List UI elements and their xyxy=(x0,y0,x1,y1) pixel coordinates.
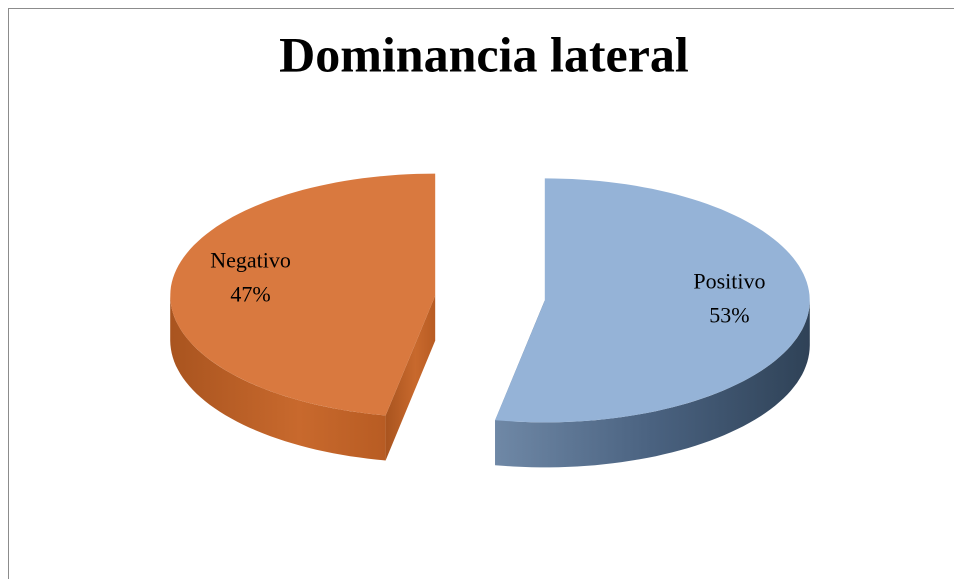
slice-value-label: 53% xyxy=(709,302,749,327)
chart-title: Dominancia lateral xyxy=(279,26,689,82)
slice-value-label: 47% xyxy=(230,282,270,307)
slice-side xyxy=(170,295,386,461)
chart-border xyxy=(8,8,954,579)
slice-label: Positivo xyxy=(693,268,765,293)
slice xyxy=(495,178,810,423)
slice-label: Negativo xyxy=(210,248,291,273)
slice xyxy=(170,173,436,416)
slice-side xyxy=(495,300,810,468)
slice-cut-face xyxy=(385,295,436,461)
